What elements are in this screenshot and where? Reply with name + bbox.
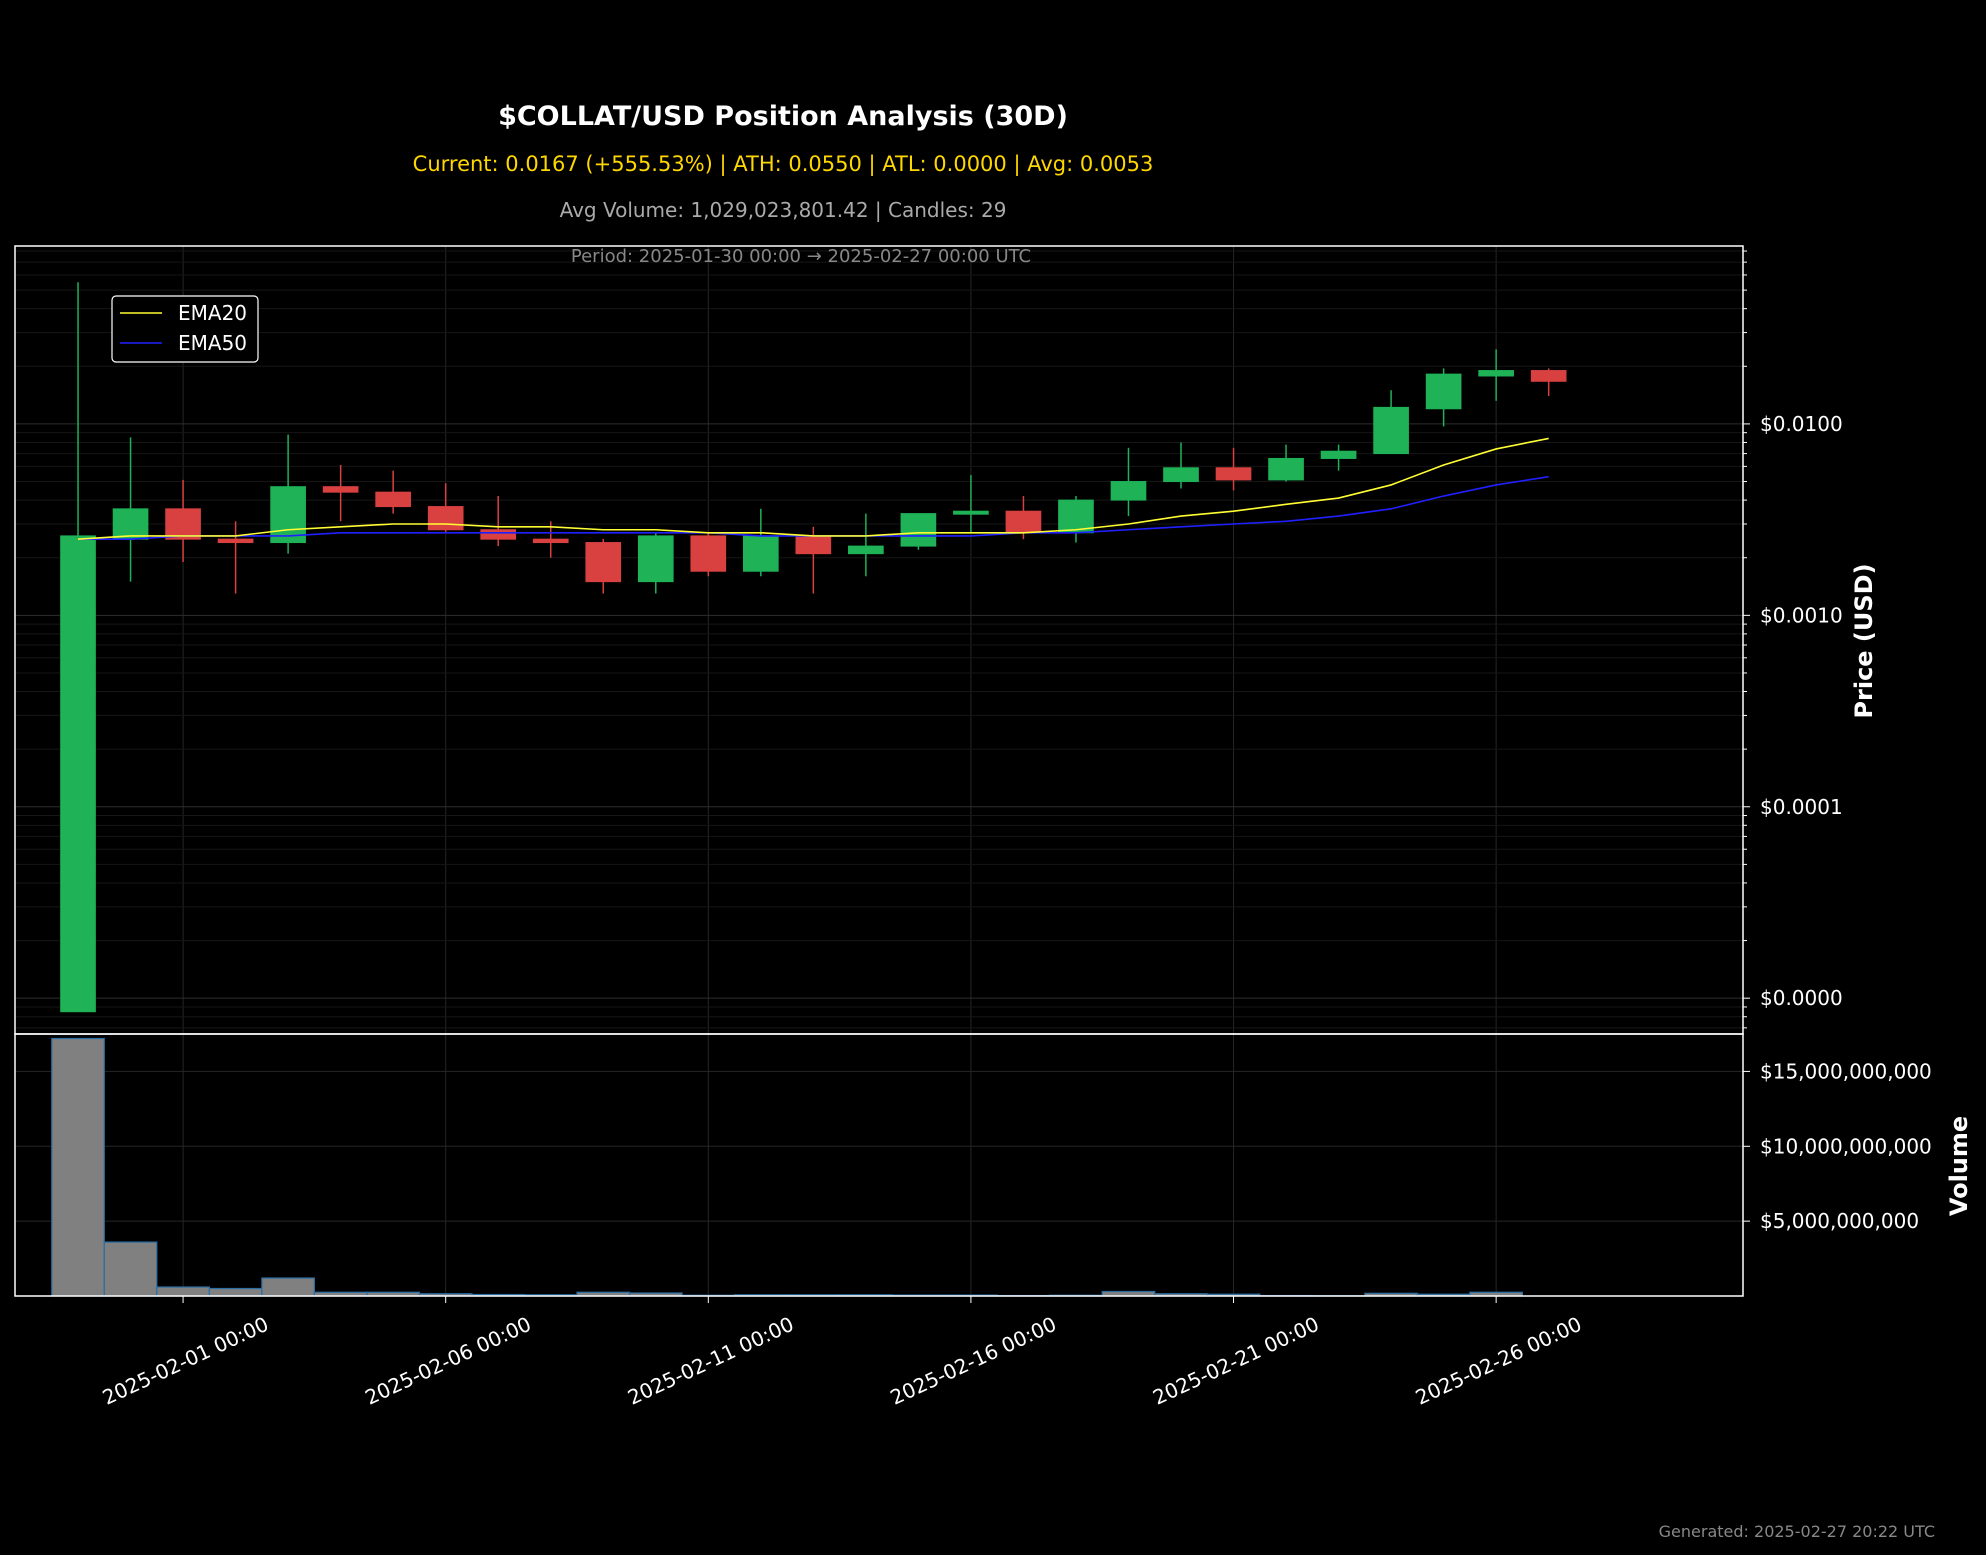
volume-axis-title: Volume [1945, 1116, 1973, 1216]
period-label: Period: 2025-01-30 00:00 → 2025-02-27 00… [571, 246, 1031, 267]
volume-bar [156, 1286, 210, 1297]
candle-body-down [690, 535, 727, 572]
candle-body-up [270, 486, 306, 544]
legend-ema50-label: EMA50 [178, 331, 247, 355]
price-axis: $0.0000 $0.0001 $0.0010 $0.0100 [1743, 250, 1843, 1029]
volume-bar [103, 1241, 158, 1297]
price-tick-label: $0.0001 [1760, 795, 1843, 819]
price-tick-label: $0.0010 [1760, 603, 1843, 627]
candle-body-up [60, 535, 96, 1013]
volume-axis: $5,000,000,000 $10,000,000,000 $15,000,000… [1743, 1059, 1932, 1233]
legend: EMA20 EMA50 [111, 295, 259, 363]
candle-body-up [637, 535, 674, 583]
candle-body-up [1425, 373, 1462, 410]
candle-body-down [1215, 467, 1252, 481]
volume-panel-frame [14, 1033, 1744, 1297]
candle-body-up [1478, 370, 1514, 377]
candle-body-down [480, 529, 517, 540]
candle-body-up [1373, 406, 1409, 455]
candle-body-down [532, 538, 569, 544]
volume-bar [51, 1037, 105, 1297]
volume-tick-label: $5,000,000,000 [1760, 1209, 1919, 1233]
volume-bar [208, 1287, 263, 1297]
chart-subtitle: Current: 0.0167 (+555.53%) | ATH: 0.0550… [413, 152, 1154, 177]
candle-body-up [112, 508, 149, 540]
candle-body-down [165, 508, 201, 540]
candle-body-down [217, 538, 254, 544]
candle-body-up [1163, 467, 1199, 483]
legend-ema20-label: EMA20 [178, 301, 247, 325]
price-tick-label: $0.0000 [1760, 986, 1843, 1010]
candle-body-up [1268, 457, 1304, 481]
candle-body-down [585, 542, 622, 583]
candle-body-up [1110, 481, 1147, 501]
candle-body-down [375, 491, 411, 508]
price-axis-title: Price (USD) [1850, 563, 1878, 718]
stats-line: Avg Volume: 1,029,023,801.42 | Candles: … [560, 198, 1007, 222]
candle-body-up [1320, 450, 1357, 459]
candle-body-up [742, 535, 779, 572]
candle-body-up [1058, 499, 1094, 534]
footer-generated: Generated: 2025-02-27 20:22 UTC [1659, 1522, 1935, 1541]
candle-body-down [427, 506, 464, 531]
candle-body-up [953, 510, 989, 515]
chart-title: $COLLAT/USD Position Analysis (30D) [498, 101, 1068, 132]
candle-body-up [848, 545, 884, 555]
volume-grid [15, 1034, 1743, 1296]
price-tick-label: $0.0100 [1760, 412, 1843, 436]
volume-bar [261, 1277, 315, 1297]
ema20-line [77, 437, 1549, 540]
candle-body-down [1530, 370, 1567, 382]
candle-body-down [795, 535, 832, 555]
candle-body-down [1005, 510, 1042, 534]
candle-body-down [322, 486, 359, 493]
candle-body-up [900, 513, 937, 547]
volume-tick-label: $15,000,000,000 [1760, 1059, 1932, 1083]
volume-tick-label: $10,000,000,000 [1760, 1134, 1932, 1158]
